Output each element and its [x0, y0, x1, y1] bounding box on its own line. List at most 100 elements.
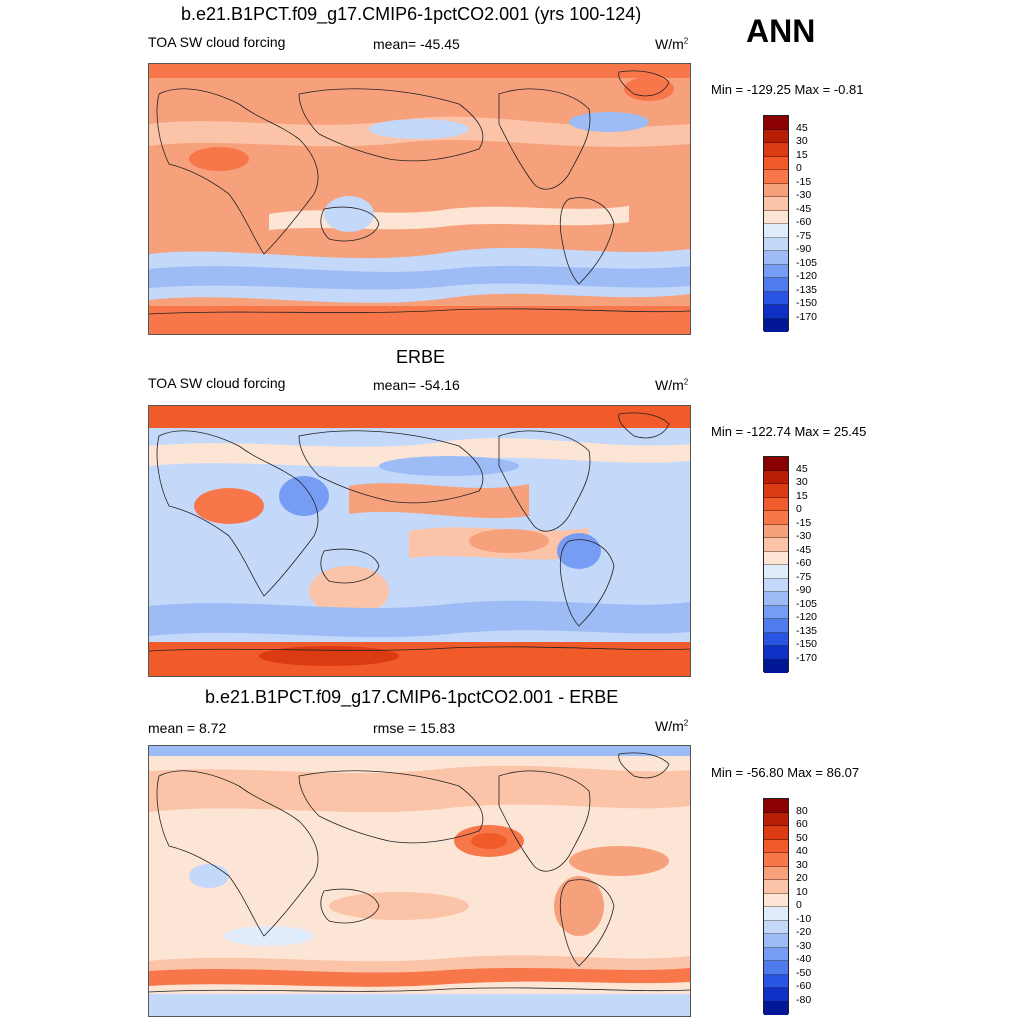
colorbar-cell — [764, 170, 788, 184]
colorbar-tick-label: 30 — [796, 135, 808, 147]
panel1-map — [148, 63, 691, 335]
colorbar-cell — [764, 224, 788, 238]
colorbar-cell — [764, 210, 788, 224]
colorbar-tick-label: -50 — [796, 966, 812, 979]
colorbar-tick-label: -45 — [796, 543, 812, 556]
panel2-title: ERBE — [396, 347, 446, 367]
panel1-colorbar — [763, 115, 789, 332]
colorbar-tick-label: 45 — [796, 462, 808, 475]
colorbar-cell — [764, 457, 788, 471]
panel3-title: b.e21.B1PCT.f09_g17.CMIP6-1pctCO2.001 - … — [205, 687, 619, 707]
colorbar-cell — [764, 605, 788, 619]
colorbar-tick-label: 15 — [796, 148, 808, 161]
colorbar-cell — [764, 839, 788, 853]
panel3-map — [148, 745, 691, 1017]
panel2-minmax: Min = -122.74 Max = 25.45 — [711, 424, 867, 439]
panel1-mean: mean= -45.45 — [373, 36, 460, 52]
colorbar-tick-label: -105 — [796, 597, 818, 610]
panel1-minmax: Min = -129.25 Max = -0.81 — [711, 82, 864, 97]
colorbar-cell — [764, 947, 788, 961]
colorbar-cell — [764, 853, 788, 867]
panel1-units: W/m2 — [655, 36, 689, 52]
colorbar-cell — [764, 318, 788, 332]
colorbar-tick-label: -75 — [796, 229, 812, 242]
colorbar-tick-label: -150 — [796, 297, 818, 309]
panel1-title: b.e21.B1PCT.f09_g17.CMIP6-1pctCO2.001 (y… — [181, 4, 642, 24]
colorbar-tick-label: 15 — [796, 489, 808, 502]
colorbar-tick-label: -15 — [796, 175, 812, 188]
panel2-map-svg — [149, 406, 690, 676]
colorbar-cell — [764, 799, 788, 813]
panel3-map-svg — [149, 746, 690, 1016]
colorbar-cell — [764, 920, 788, 934]
colorbar-tick-label: -90 — [796, 584, 812, 596]
panel2-map — [148, 405, 691, 677]
colorbar-tick-label: -40 — [796, 953, 812, 965]
panel2-colorbar — [763, 456, 789, 673]
colorbar-tick-label: 45 — [796, 121, 808, 134]
colorbar-cell — [764, 961, 788, 975]
colorbar-cell — [764, 183, 788, 197]
colorbar-cell — [764, 143, 788, 157]
colorbar-cell — [764, 1001, 788, 1015]
colorbar-cell — [764, 934, 788, 948]
panel2-units: W/m2 — [655, 377, 689, 393]
panel1-map-svg — [149, 64, 690, 334]
colorbar-tick-label: 0 — [796, 162, 802, 174]
colorbar-tick-label: -60 — [796, 557, 812, 569]
colorbar-cell — [764, 880, 788, 894]
colorbar-cell — [764, 826, 788, 840]
colorbar-cell — [764, 497, 788, 511]
colorbar-cell — [764, 116, 788, 130]
colorbar-tick-label: -30 — [796, 189, 812, 201]
colorbar-tick-label: 80 — [796, 804, 808, 817]
colorbar-cell — [764, 565, 788, 579]
panel3-minmax: Min = -56.80 Max = 86.07 — [711, 765, 860, 780]
colorbar-cell — [764, 156, 788, 170]
colorbar-tick-label: -135 — [796, 624, 818, 637]
panel3-units: W/m2 — [655, 718, 689, 734]
colorbar-tick-label: -80 — [796, 993, 812, 1006]
colorbar-tick-label: 60 — [796, 818, 808, 830]
colorbar-tick-label: -170 — [796, 651, 818, 664]
colorbar-cell — [764, 291, 788, 305]
panel3-colorbar — [763, 798, 789, 1015]
colorbar-cell — [764, 974, 788, 988]
colorbar-cell — [764, 524, 788, 538]
panel2-field-label: TOA SW cloud forcing — [148, 375, 286, 391]
colorbar-cell — [764, 988, 788, 1002]
colorbar-cell — [764, 578, 788, 592]
colorbar-tick-label: -60 — [796, 980, 812, 992]
panel3-mean: mean = 8.72 — [148, 720, 227, 736]
colorbar-cell — [764, 251, 788, 265]
colorbar-tick-label: -75 — [796, 570, 812, 583]
colorbar-cell — [764, 129, 788, 143]
colorbar-cell — [764, 278, 788, 292]
colorbar-cell — [764, 893, 788, 907]
colorbar-cell — [764, 538, 788, 552]
colorbar-cell — [764, 646, 788, 660]
colorbar-cell — [764, 866, 788, 880]
colorbar-cell — [764, 659, 788, 673]
colorbar-tick-label: -15 — [796, 516, 812, 529]
colorbar-tick-label: -45 — [796, 202, 812, 215]
colorbar-tick-label: 50 — [796, 831, 808, 844]
colorbar-tick-label: -10 — [796, 912, 812, 925]
colorbar-tick-label: 20 — [796, 872, 808, 884]
colorbar-tick-label: -120 — [796, 611, 818, 623]
panel3-rmse: rmse = 15.83 — [373, 720, 456, 736]
colorbar-tick-label: 30 — [796, 858, 808, 871]
colorbar-tick-label: 0 — [796, 503, 802, 515]
colorbar-tick-label: -170 — [796, 310, 818, 323]
colorbar-cell — [764, 197, 788, 211]
season-label: ANN — [746, 13, 816, 49]
colorbar-cell — [764, 632, 788, 646]
colorbar-cell — [764, 592, 788, 606]
colorbar-tick-label: -60 — [796, 216, 812, 228]
panel1-field-label: TOA SW cloud forcing — [148, 34, 286, 50]
colorbar-tick-label: -135 — [796, 283, 818, 296]
colorbar-cell — [764, 812, 788, 826]
colorbar-cell — [764, 907, 788, 921]
colorbar-cell — [764, 484, 788, 498]
colorbar-tick-label: -30 — [796, 530, 812, 542]
